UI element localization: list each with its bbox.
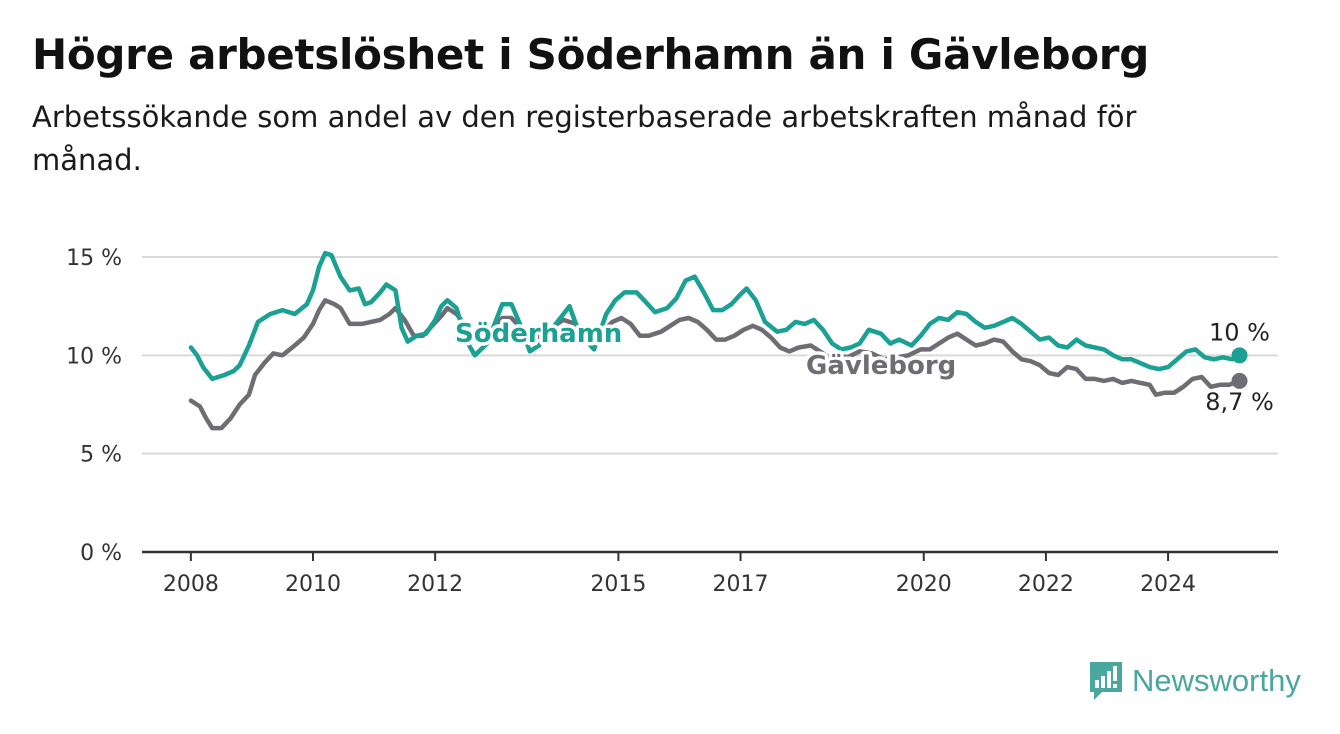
- gavleborg-series-label: Gävleborg: [806, 351, 956, 381]
- x-tick-label: 2010: [285, 572, 341, 597]
- brand-name: Newsworthy: [1132, 663, 1301, 698]
- grid-layer: 0 % 5 % 10 % 15 % 2008 2010 2012 2015 2017 2020 20…: [66, 246, 1278, 597]
- soderhamn-line: [188, 250, 1242, 382]
- x-tick-label: 2015: [590, 572, 646, 597]
- x-tick-label: 2008: [163, 572, 219, 597]
- gavleborg-line: [188, 298, 1242, 431]
- x-tick-label: 2022: [1018, 572, 1074, 597]
- page-title: Högre arbetslöshet i Söderhamn än i Gävl…: [32, 30, 1149, 79]
- newsworthy-logo: Newsworthy: [1088, 660, 1301, 702]
- series-layer: [188, 250, 1248, 431]
- x-tick-label: 2012: [407, 572, 463, 597]
- x-tick-label: 2024: [1140, 572, 1196, 597]
- y-tick-label: 5 %: [80, 443, 122, 468]
- soderhamn-end-label: 10 %: [1209, 318, 1270, 346]
- y-tick-label: 0 %: [80, 541, 122, 566]
- x-tick-label: 2020: [896, 572, 952, 597]
- newsworthy-logo-icon: [1090, 662, 1122, 700]
- y-tick-label: 10 %: [66, 344, 122, 369]
- soderhamn-end-point: [1231, 347, 1248, 364]
- page-subtitle: Arbetssökande som andel av den registerb…: [32, 100, 1137, 177]
- gavleborg-end-point: [1231, 372, 1248, 389]
- soderhamn-series-label: Söderhamn: [455, 319, 622, 349]
- x-tick-label: 2017: [713, 572, 769, 597]
- label-layer: Söderhamn Gävleborg 10 % 8,7 %: [452, 316, 1274, 416]
- gavleborg-end-label: 8,7 %: [1205, 388, 1274, 416]
- y-tick-label: 15 %: [66, 246, 122, 271]
